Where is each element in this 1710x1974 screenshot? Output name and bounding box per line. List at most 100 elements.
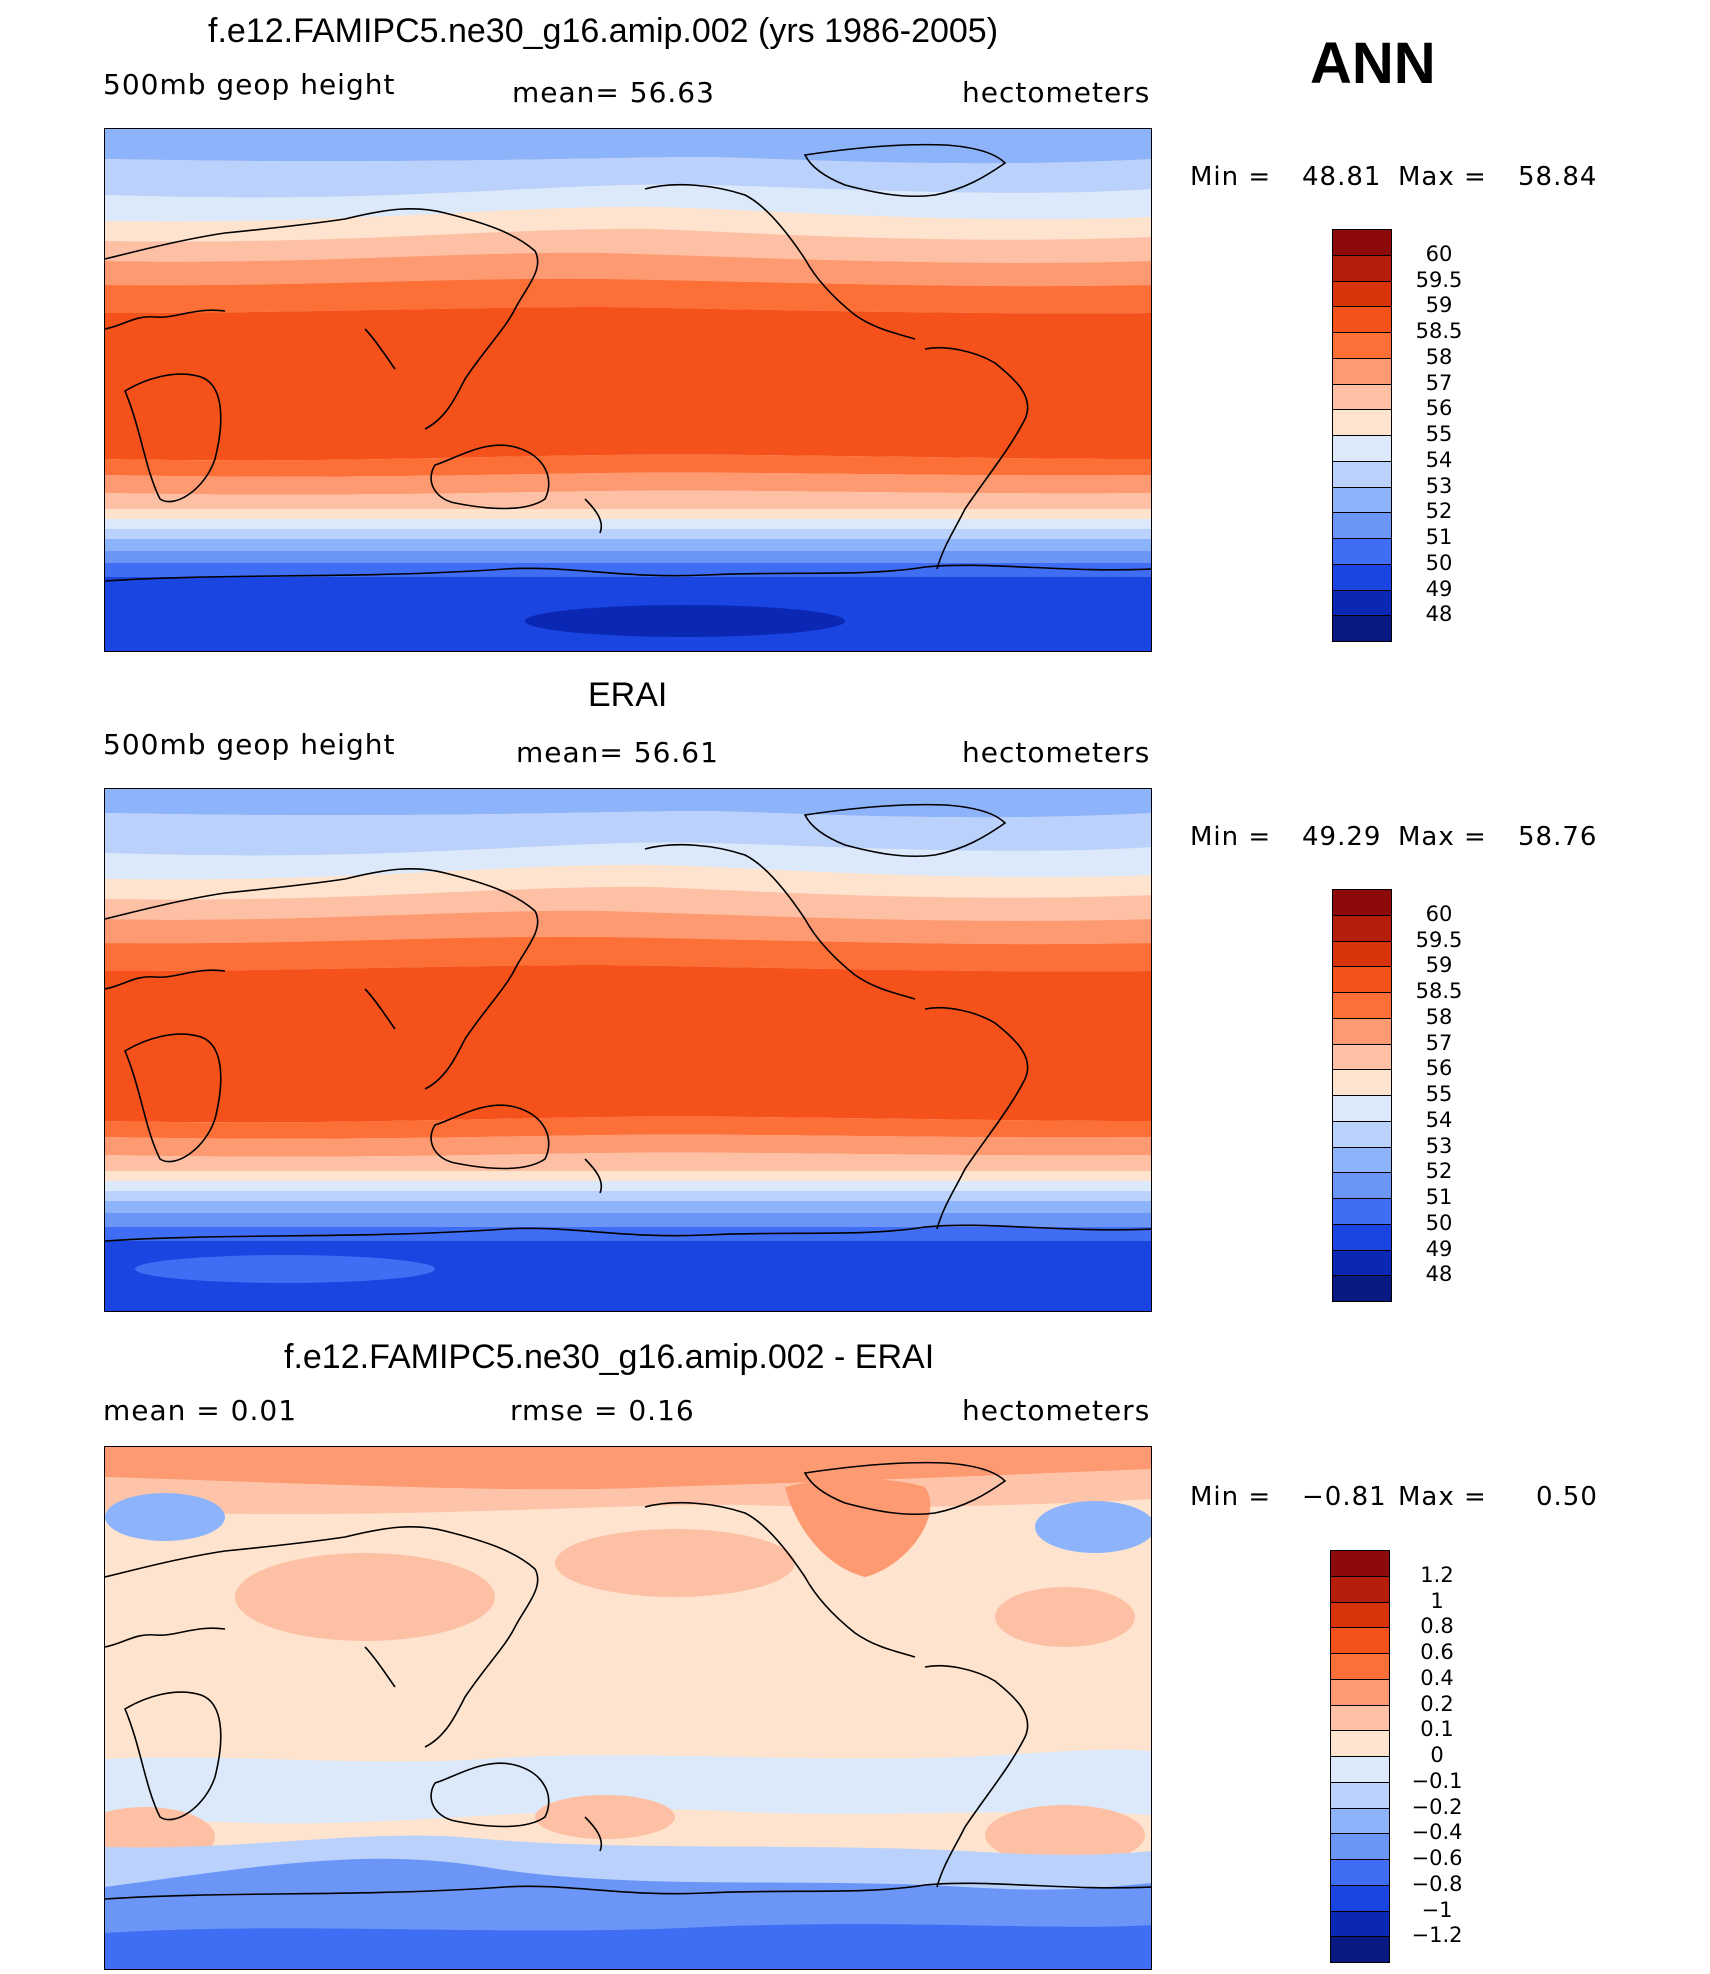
colorbar-tick-label: 58.5 <box>1415 319 1463 343</box>
panel3-map <box>104 1446 1152 1970</box>
colorbar-swatch <box>1332 229 1392 256</box>
panel3-rmse-label: rmse = 0.16 <box>510 1394 695 1427</box>
colorbar-swatch <box>1332 435 1392 462</box>
panel1-max-label: Max = <box>1398 162 1487 192</box>
colorbar-swatch <box>1332 512 1392 539</box>
panel2-map-svg <box>105 789 1151 1311</box>
colorbar-tick-label: 60 <box>1425 241 1453 266</box>
colorbar-swatch <box>1330 1627 1390 1654</box>
colorbar-tick-label: 0.6 <box>1420 1640 1454 1664</box>
colorbar-swatch <box>1332 1146 1392 1173</box>
colorbar-swatch <box>1330 1550 1390 1577</box>
panel2-mean-label: mean= 56.61 <box>516 736 719 769</box>
colorbar-swatch <box>1332 615 1392 642</box>
colorbar-swatch <box>1332 538 1392 565</box>
colorbar-tick-label: 0.1 <box>1420 1717 1454 1742</box>
colorbar-tick-label: 0 <box>1430 1743 1444 1767</box>
colorbar-tick-label: 49 <box>1425 1236 1453 1261</box>
colorbar-tick-label: 54 <box>1425 447 1453 472</box>
panel1-title: f.e12.FAMIPC5.ne30_g16.amip.002 (yrs 198… <box>208 12 999 50</box>
colorbar-tick-label: 50 <box>1425 550 1453 575</box>
colorbar-swatch <box>1332 357 1392 384</box>
panel1-mean-label: mean= 56.63 <box>512 76 715 109</box>
colorbar-tick-label: 52 <box>1425 499 1453 524</box>
panel3-colorbar: 1.2 1 0.8 0.6 0.4 0.2 0.1 0 −0.1 −0.2 −0.4 −0.6 −0.8… <box>1330 1550 1490 1963</box>
colorbar-swatch <box>1332 589 1392 616</box>
colorbar-swatch <box>1332 486 1392 513</box>
colorbar-tick-label: −1 <box>1421 1897 1453 1922</box>
colorbar-swatch <box>1330 1910 1390 1937</box>
colorbar-tick-label: 60 <box>1425 901 1453 926</box>
panel2-colorbar: 60 59.5 59 58.5 58 57 56 55 54 53 52 51 50 49 48 <box>1332 889 1492 1302</box>
colorbar-tick-label: 58 <box>1425 344 1453 369</box>
colorbar-tick-label: −0.6 <box>1411 1846 1463 1870</box>
colorbar-swatch <box>1332 940 1392 967</box>
colorbar-tick-label: 0.2 <box>1420 1691 1454 1716</box>
colorbar-swatch <box>1330 1936 1390 1963</box>
colorbar-tick-label: 51 <box>1425 525 1453 549</box>
panel1-map <box>104 128 1152 652</box>
colorbar-swatch <box>1330 1704 1390 1731</box>
panel1-variable-label: 500mb geop height <box>103 68 396 101</box>
colorbar-swatch <box>1332 1223 1392 1250</box>
colorbar-swatch <box>1332 914 1392 941</box>
colorbar-tick-label: 0.4 <box>1420 1665 1454 1690</box>
colorbar-tick-label: 59.5 <box>1415 927 1463 952</box>
colorbar-swatch <box>1332 1095 1392 1122</box>
colorbar-swatch <box>1330 1730 1390 1757</box>
panel3-title: f.e12.FAMIPC5.ne30_g16.amip.002 - ERAI <box>284 1338 935 1376</box>
colorbar-swatch <box>1332 1275 1392 1302</box>
colorbar-swatch <box>1332 966 1392 993</box>
colorbar-tick-label: 48 <box>1425 1262 1453 1287</box>
colorbar-tick-label: −0.4 <box>1411 1820 1463 1845</box>
panel1-units-label: hectometers <box>962 76 1151 109</box>
colorbar-tick-label: 57 <box>1425 1030 1453 1055</box>
colorbar-tick-label: 51 <box>1425 1185 1453 1209</box>
colorbar-swatch <box>1332 1120 1392 1147</box>
panel2-title: ERAI <box>588 676 668 714</box>
panel3-mean-label: mean = 0.01 <box>103 1394 298 1427</box>
panel2-map <box>104 788 1152 1312</box>
panel3-map-svg <box>105 1447 1151 1969</box>
colorbar-tick-label: 0.8 <box>1420 1614 1454 1639</box>
colorbar-tick-label: 58.5 <box>1415 979 1463 1003</box>
colorbar-tick-label: 59.5 <box>1415 267 1463 292</box>
colorbar-swatch <box>1330 1678 1390 1705</box>
colorbar-tick-label: 56 <box>1425 396 1453 421</box>
colorbar-tick-label: 55 <box>1425 1082 1453 1106</box>
colorbar-tick-label: 1.2 <box>1420 1562 1454 1587</box>
season-label: ANN <box>1310 31 1436 96</box>
colorbar-swatch <box>1332 460 1392 487</box>
colorbar-tick-label: 57 <box>1425 370 1453 395</box>
colorbar-tick-label: 48 <box>1425 602 1453 627</box>
colorbar-tick-label: 53 <box>1425 473 1453 498</box>
colorbar-tick-label: −1.2 <box>1411 1923 1463 1948</box>
colorbar-swatch <box>1330 1781 1390 1808</box>
colorbar-tick-label: 49 <box>1425 576 1453 601</box>
panel2-max-label: Max = <box>1398 822 1487 852</box>
panel2-variable-label: 500mb geop height <box>103 728 396 761</box>
colorbar-tick-label: 59 <box>1425 293 1453 318</box>
panel1-min-value: 48.81 <box>1302 162 1382 192</box>
colorbar-swatch <box>1332 1198 1392 1225</box>
colorbar-tick-label: 52 <box>1425 1159 1453 1184</box>
panel1-colorbar: 60 59.5 59 58.5 58 57 56 55 54 53 52 51 50 49 48 <box>1332 229 1492 642</box>
colorbar-tick-label: 58 <box>1425 1004 1453 1029</box>
colorbar-swatch <box>1332 280 1392 307</box>
colorbar-swatch <box>1332 254 1392 281</box>
colorbar-swatch <box>1332 1043 1392 1070</box>
colorbar-swatch <box>1332 563 1392 590</box>
panel2-min-value: 49.29 <box>1302 822 1382 852</box>
panel1-max-value: 58.84 <box>1518 162 1598 192</box>
panel1-map-svg <box>105 129 1151 651</box>
panel2-max-value: 58.76 <box>1518 822 1598 852</box>
colorbar-tick-label: 54 <box>1425 1107 1453 1132</box>
panel3-min-value: −0.81 <box>1302 1482 1387 1512</box>
colorbar-swatch <box>1330 1575 1390 1602</box>
colorbar-swatch <box>1332 383 1392 410</box>
panel1-min-label: Min = <box>1190 162 1272 192</box>
panel3-min-label: Min = <box>1190 1482 1272 1512</box>
colorbar-tick-label: 53 <box>1425 1133 1453 1158</box>
colorbar-tick-label: −0.1 <box>1411 1768 1463 1793</box>
panel3-units-label: hectometers <box>962 1394 1151 1427</box>
